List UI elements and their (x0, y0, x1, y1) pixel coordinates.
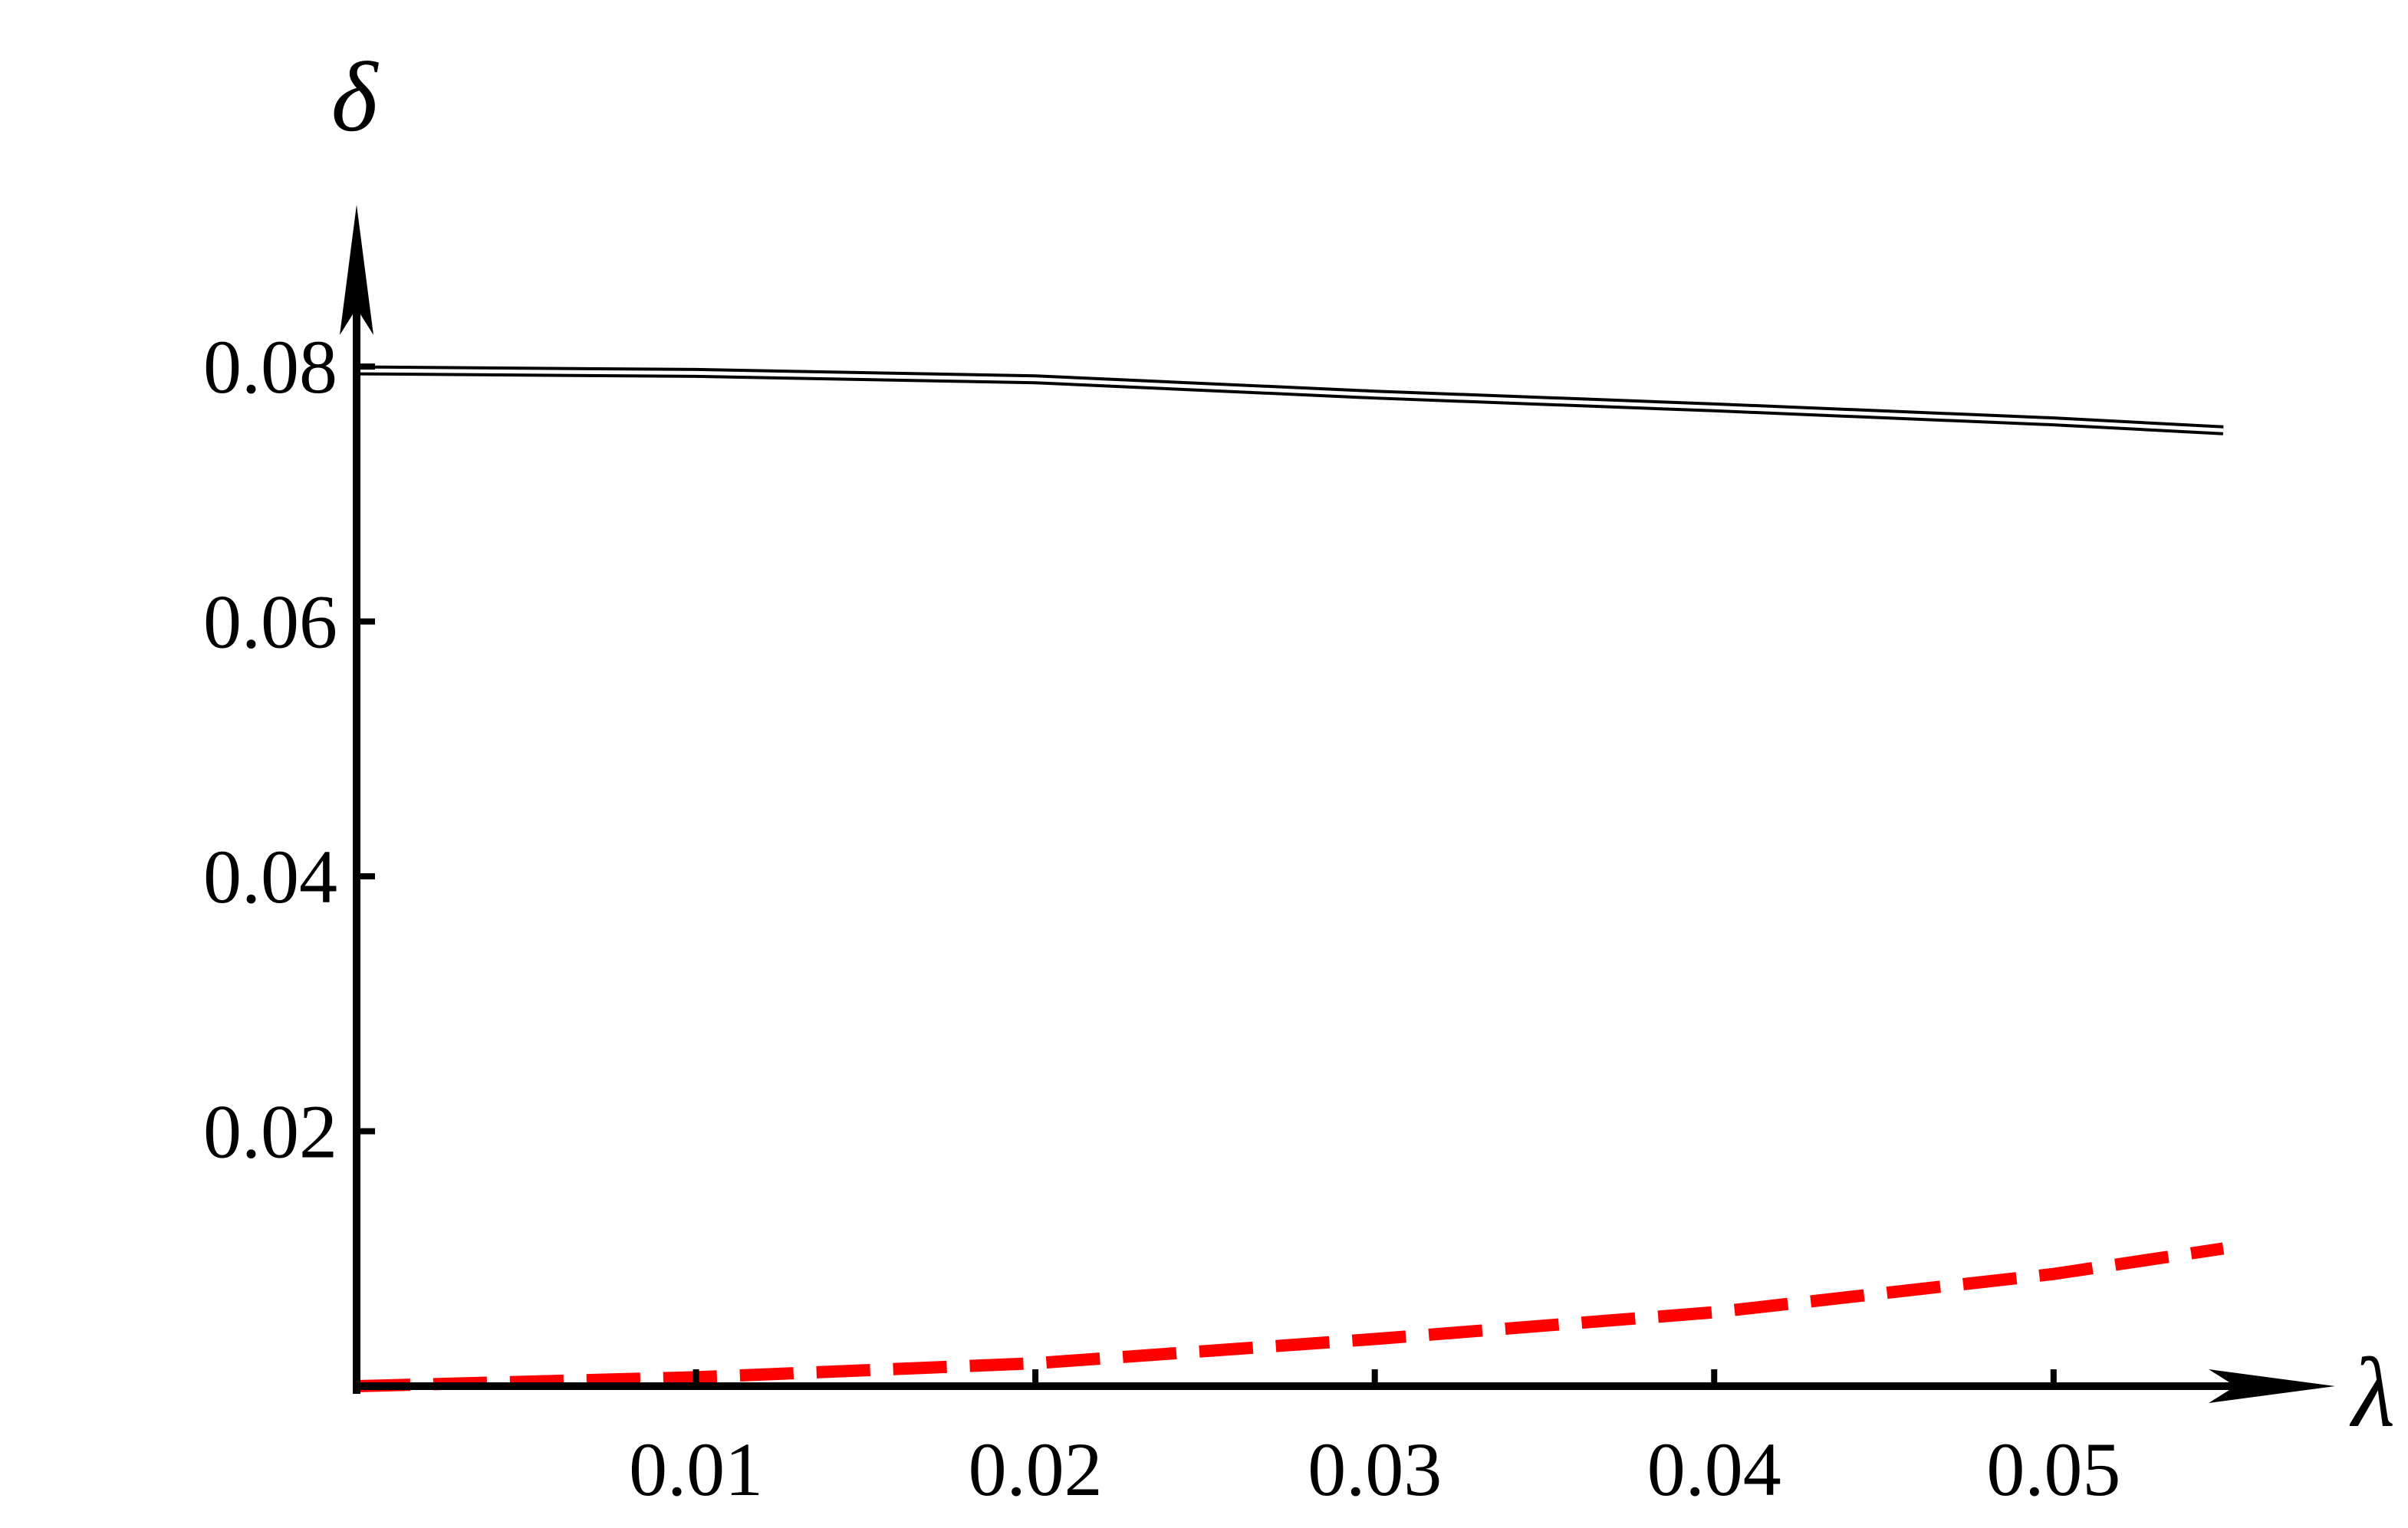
series-line (356, 365, 2224, 435)
x-tick-label: 0.05 (1986, 1427, 2120, 1512)
y-tick-label: 0.04 (203, 834, 337, 919)
x-tick-label: 0.01 (629, 1427, 763, 1512)
y-axis-title: δ (331, 42, 380, 153)
series-line (356, 1242, 2225, 1392)
y-tick-label: 0.08 (203, 324, 337, 409)
y-tick-label: 0.06 (203, 580, 337, 665)
x-tick-label: 0.04 (1647, 1427, 1781, 1512)
x-tick-label: 0.03 (1308, 1427, 1442, 1512)
x-tick-label: 0.02 (969, 1427, 1103, 1512)
x-axis-arrow (2209, 1369, 2335, 1403)
y-tick-label: 0.02 (203, 1089, 337, 1175)
y-axis-arrow (340, 205, 373, 335)
x-axis-title: λ (2349, 1338, 2395, 1448)
series-line-inner (356, 368, 2224, 432)
